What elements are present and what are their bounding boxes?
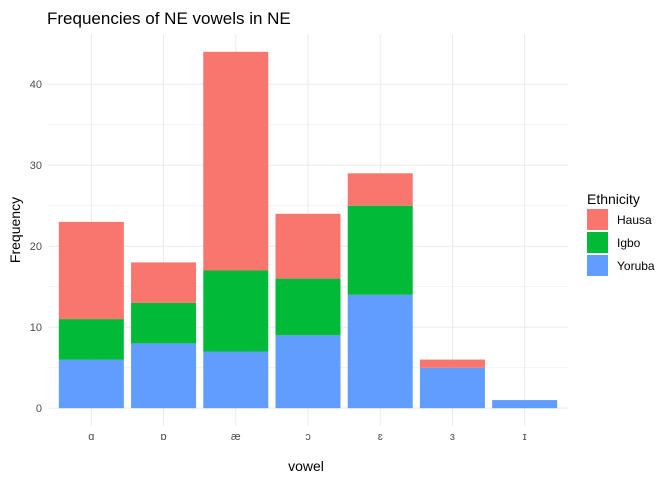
y-tick-label: 30: [30, 160, 42, 172]
bar-hausa-6: [419, 359, 485, 368]
bars-layer: [58, 51, 558, 409]
bar-igbo-1: [58, 319, 124, 360]
legend-title: Ethnicity: [587, 191, 640, 207]
legend-key-yoruba: [587, 255, 608, 276]
bar-yoruba-3: [203, 351, 269, 409]
bar-yoruba-5: [347, 294, 413, 409]
x-tick-label: ɔ: [305, 431, 311, 443]
y-axis-ticks: 0 10 20 30 40: [30, 79, 42, 415]
bar-igbo-4: [275, 278, 341, 336]
bar-hausa-1: [58, 221, 124, 320]
bar-hausa-4: [275, 213, 341, 279]
y-tick-label: 0: [36, 403, 42, 415]
bar-igbo-3: [203, 270, 269, 352]
legend-key-igbo: [587, 232, 608, 253]
bar-hausa-5: [347, 173, 413, 206]
bar-hausa-3: [203, 51, 269, 271]
bar-yoruba-7: [492, 400, 558, 409]
x-tick-label: ɜ: [450, 431, 455, 443]
bar-yoruba-6: [419, 367, 485, 409]
legend-label-hausa: Hausa: [617, 213, 652, 227]
y-tick-label: 20: [30, 241, 42, 253]
bar-yoruba-2: [131, 343, 197, 409]
legend-label-yoruba: Yoruba: [617, 259, 655, 273]
bar-yoruba-1: [58, 359, 124, 409]
bar-hausa-2: [131, 262, 197, 303]
x-tick-label: ɒ: [160, 431, 166, 443]
bar-igbo-5: [347, 205, 413, 295]
x-axis-title: vowel: [288, 458, 324, 474]
legend-key-hausa: [587, 209, 608, 230]
legend-label-igbo: Igbo: [617, 236, 641, 250]
bar-yoruba-4: [275, 335, 341, 409]
bar-igbo-2: [131, 302, 197, 344]
x-tick-label: æ: [231, 431, 241, 443]
legend: Ethnicity Hausa Igbo Yoruba: [587, 191, 655, 276]
chart-title: Frequencies of NE vowels in NE: [47, 9, 291, 28]
x-tick-label: ɑ: [88, 431, 94, 443]
y-tick-label: 40: [30, 79, 42, 91]
y-axis-title: Frequency: [7, 197, 23, 263]
legend-items: Hausa Igbo Yoruba: [587, 209, 655, 276]
x-tick-label: ɛ: [378, 431, 383, 443]
y-tick-label: 10: [30, 322, 42, 334]
x-tick-label: ɪ: [523, 431, 527, 443]
